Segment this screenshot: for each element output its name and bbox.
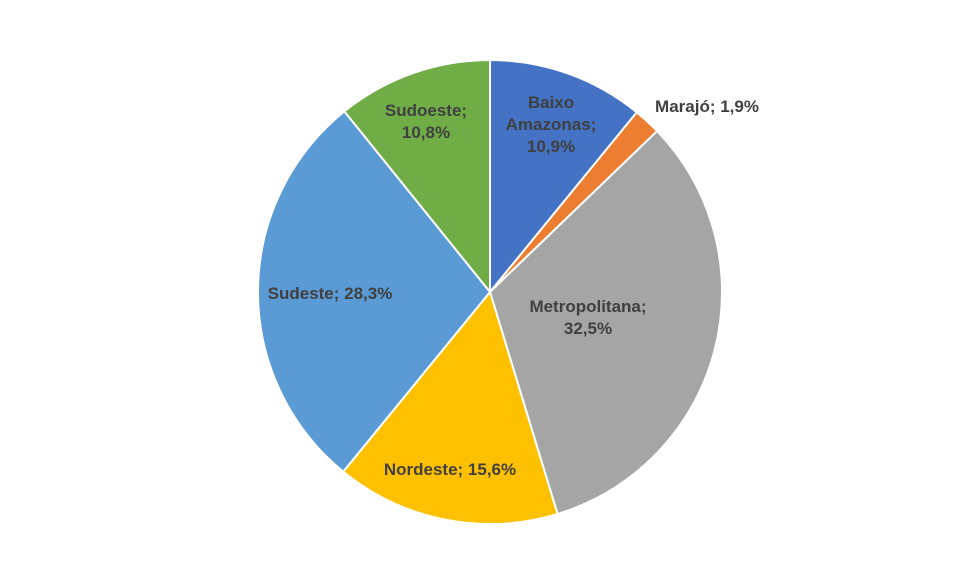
pie-slice xyxy=(257,109,492,474)
pie-slice xyxy=(488,129,723,516)
pie-slice xyxy=(489,58,639,295)
data-label: Marajó; 1,9% xyxy=(655,97,759,116)
data-label: Metropolitana; 32,5% xyxy=(529,297,647,338)
data-label: Sudoeste; 10,8% xyxy=(384,101,468,142)
pie-slice xyxy=(341,289,559,525)
data-label: Nordeste; 15,6% xyxy=(383,460,517,479)
pie-slice xyxy=(342,58,491,295)
data-label: Sudeste; 28,3% xyxy=(267,284,393,303)
data-label: Baixo Amazonas; 10,9% xyxy=(505,93,597,156)
